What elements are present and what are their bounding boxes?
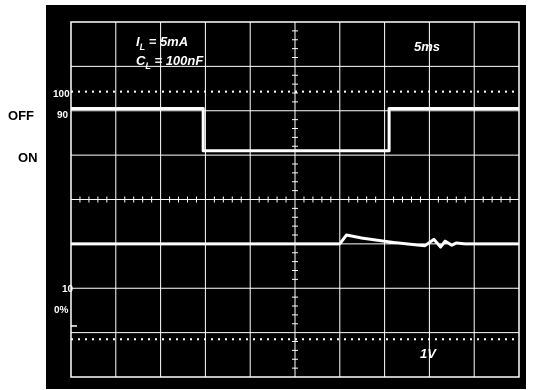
timebase-label: 5ms: [414, 39, 440, 54]
il-annotation: IL = 5mA: [136, 34, 188, 52]
level-label-0: 0%: [54, 305, 69, 316]
level-label-90: 90: [57, 110, 69, 121]
level-label-10: 10: [62, 284, 74, 295]
il-main: I: [136, 34, 140, 49]
traces: [71, 107, 519, 249]
trace-upper: [71, 107, 519, 153]
trace-lower: [71, 233, 519, 249]
level-label-100: 100: [53, 89, 70, 100]
cl-sub: L: [145, 61, 151, 71]
on-label: ON: [18, 150, 38, 165]
il-sub: L: [140, 42, 146, 52]
graticule: [70, 21, 520, 378]
cl-rest: = 100nF: [151, 53, 204, 68]
off-label: OFF: [8, 108, 34, 123]
figure-id: 00163-024: [518, 330, 527, 369]
cl-annotation: CL = 100nF: [136, 53, 204, 71]
il-rest: = 5mA: [145, 34, 188, 49]
cl-main: C: [136, 53, 146, 68]
vertical-scale-label: 1V: [420, 346, 437, 361]
